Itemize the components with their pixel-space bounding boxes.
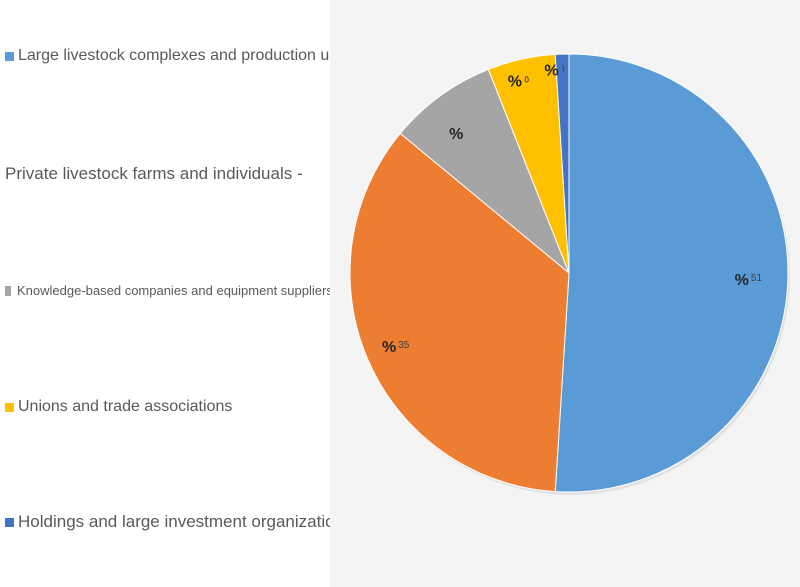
legend-item: Unions and trade associations <box>5 398 232 416</box>
data-label-value: ١ <box>561 63 566 74</box>
pie-slice <box>399 68 570 274</box>
data-label-value: ٥ <box>524 75 529 86</box>
pie-slice <box>554 53 789 493</box>
legend-label: Unions and trade associations <box>18 398 233 415</box>
legend-item: Knowledge-based companies and equipment … <box>5 283 340 298</box>
data-label-value: 35 <box>398 340 410 351</box>
legend-item: Holdings and large investment organizati… <box>5 512 353 532</box>
pie-slice <box>349 132 570 493</box>
pie-chart: % 51% 35%% ٥% ١ <box>349 53 790 495</box>
data-label-symbol: % <box>449 126 463 143</box>
legend-item: Private livestock farms and individuals … <box>5 164 303 184</box>
data-label-value: 51 <box>751 273 763 284</box>
legend-swatch <box>5 51 14 61</box>
legend-swatch <box>5 402 14 412</box>
legend-label: Holdings and large investment organizati… <box>18 512 353 531</box>
plot-area: % 51% 35%% ٥% ١ <box>330 0 800 587</box>
legend-label: Knowledge-based companies and equipment … <box>17 283 340 298</box>
legend-label: Large livestock complexes and production… <box>18 47 355 64</box>
pie-slice <box>554 53 570 274</box>
data-label-symbol: % <box>382 339 396 356</box>
legend-label: Private livestock farms and individuals … <box>5 164 303 183</box>
data-label-symbol: % <box>508 74 522 91</box>
legend-item: Large livestock complexes and production… <box>5 47 354 65</box>
data-label-symbol: % <box>735 272 749 289</box>
legend-swatch <box>5 285 11 296</box>
legend: Large livestock complexes and production… <box>0 0 354 587</box>
legend-swatch <box>5 517 14 527</box>
data-label-symbol: % <box>544 62 558 79</box>
